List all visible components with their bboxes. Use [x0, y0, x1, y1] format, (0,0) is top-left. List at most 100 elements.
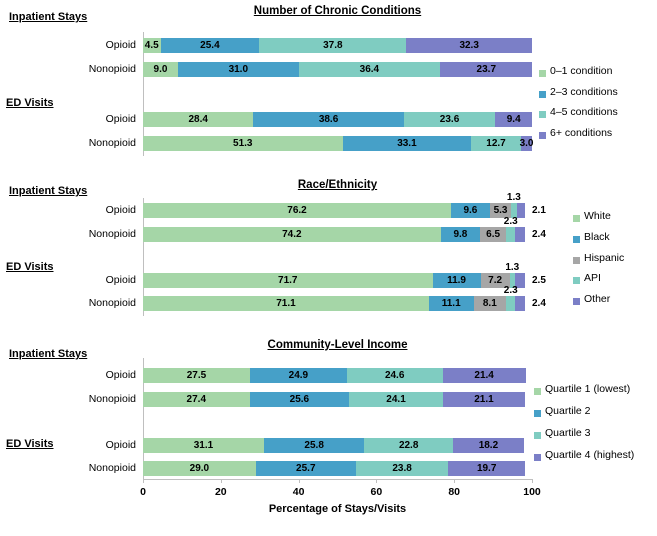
value-label: 25.8	[304, 440, 324, 451]
bar-segment	[506, 227, 516, 242]
bar-segment	[143, 227, 441, 242]
legend-label: 0–1 condition	[550, 65, 613, 77]
value-label-outside: 2.4	[531, 229, 546, 240]
legend-swatch	[534, 453, 541, 461]
bar-segment	[515, 227, 525, 242]
group-header-ed-visits: ED Visits	[6, 438, 54, 450]
bar-segment	[453, 438, 524, 453]
x-axis-tick-label: 100	[523, 486, 541, 498]
chart-title-community-income: Community-Level Income	[267, 339, 408, 351]
value-label: 23.6	[439, 114, 460, 125]
legend-swatch	[539, 132, 546, 140]
legend-item: Quartile 4 (highest)	[534, 449, 634, 461]
x-axis-tick-label: 20	[214, 486, 227, 498]
legend-label: Quartile 4 (highest)	[545, 448, 635, 461]
bar-segment	[432, 273, 481, 288]
bar-segment	[516, 203, 525, 218]
bar-segment	[349, 392, 443, 407]
bar-segment	[178, 62, 299, 77]
bar-segment	[143, 438, 264, 453]
bar-segment	[442, 368, 526, 383]
legend-label: API	[584, 272, 601, 285]
value-label: 21.4	[474, 370, 494, 381]
bar-segment	[495, 112, 532, 127]
value-label: 12.7	[486, 138, 506, 149]
value-label-above: 2.3	[503, 285, 518, 296]
bar-segment	[480, 227, 507, 242]
y-axis-line	[143, 358, 144, 479]
bar-segment	[471, 136, 521, 151]
bar-segment	[451, 203, 490, 218]
bar-segment	[143, 136, 343, 151]
bar-segment	[143, 273, 433, 288]
bar-segment	[509, 273, 515, 288]
x-axis-tick	[143, 479, 144, 483]
bar-segment	[255, 461, 356, 476]
x-axis-tick	[298, 479, 300, 483]
value-label-outside: 2.1	[531, 205, 546, 216]
x-axis-tick	[454, 479, 456, 483]
legend-label: 6+ conditions	[550, 127, 613, 140]
value-label-above: 1.3	[506, 192, 521, 203]
bar-segment	[143, 112, 254, 127]
value-label: 25.4	[200, 40, 220, 51]
bar-segment	[514, 273, 525, 288]
value-label: 37.8	[323, 40, 343, 51]
bar-segment	[448, 461, 525, 476]
legend-label: Quartile 1 (lowest)	[545, 383, 631, 395]
value-label: 23.8	[392, 463, 412, 474]
x-axis-tick-label: 0	[140, 486, 146, 498]
x-axis-title: Percentage of Stays/Visits	[268, 503, 407, 515]
legend-swatch	[539, 90, 546, 98]
value-label: 25.6	[289, 394, 310, 405]
legend-item: Quartile 1 (lowest)	[534, 383, 630, 395]
value-label: 32.3	[459, 40, 479, 51]
legend-label: 2–3 conditions	[550, 85, 618, 98]
value-label-above: 1.3	[505, 262, 520, 273]
value-label: 22.8	[398, 440, 419, 451]
bar-segment	[403, 112, 496, 127]
bar-row-label: Opioid	[105, 113, 136, 125]
bar-segment	[249, 368, 347, 383]
value-label: 24.1	[386, 394, 406, 405]
legend-swatch	[539, 70, 546, 77]
bar-row-label: Opioid	[105, 204, 136, 216]
legend-label: Other	[584, 293, 611, 306]
value-label: 24.6	[384, 370, 405, 381]
value-label: 27.4	[186, 394, 207, 405]
value-label: 29.0	[189, 463, 210, 474]
value-label: 4.5	[144, 40, 159, 51]
legend-swatch	[573, 277, 580, 285]
legend-swatch	[573, 298, 580, 306]
bar-segment	[342, 136, 472, 151]
legend-swatch	[573, 215, 580, 222]
legend-item: White	[573, 210, 611, 222]
legend-item: 4–5 conditions	[539, 106, 618, 119]
legend-item: 0–1 condition	[539, 65, 612, 77]
bar-segment	[160, 38, 260, 53]
value-label: 19.7	[476, 463, 497, 474]
legend-swatch	[534, 431, 541, 439]
bar-row-label: Nonopioid	[88, 228, 136, 240]
value-label: 33.1	[397, 138, 417, 149]
bar-segment	[506, 296, 516, 311]
value-label: 18.2	[478, 440, 499, 451]
bar-segment	[406, 38, 532, 53]
legend-item: Other	[573, 293, 611, 306]
bar-row-label: Nonopioid	[88, 393, 136, 405]
bar-segment	[143, 203, 452, 218]
value-label: 8.1	[482, 298, 497, 309]
bar-segment	[440, 227, 481, 242]
bar-segment	[355, 461, 449, 476]
value-label: 24.9	[288, 370, 309, 381]
legend-item: Quartile 2	[534, 405, 591, 417]
y-axis-line	[143, 32, 144, 156]
legend-label: Quartile 3	[545, 426, 591, 439]
group-header-ed-visits: ED Visits	[6, 97, 54, 109]
bar-segment	[143, 296, 429, 311]
bar-segment	[249, 392, 350, 407]
legend-item: 2–3 conditions	[539, 86, 618, 98]
value-label: 21.1	[474, 394, 494, 405]
legend-swatch	[534, 388, 541, 395]
x-axis-tick-label: 40	[292, 486, 305, 498]
